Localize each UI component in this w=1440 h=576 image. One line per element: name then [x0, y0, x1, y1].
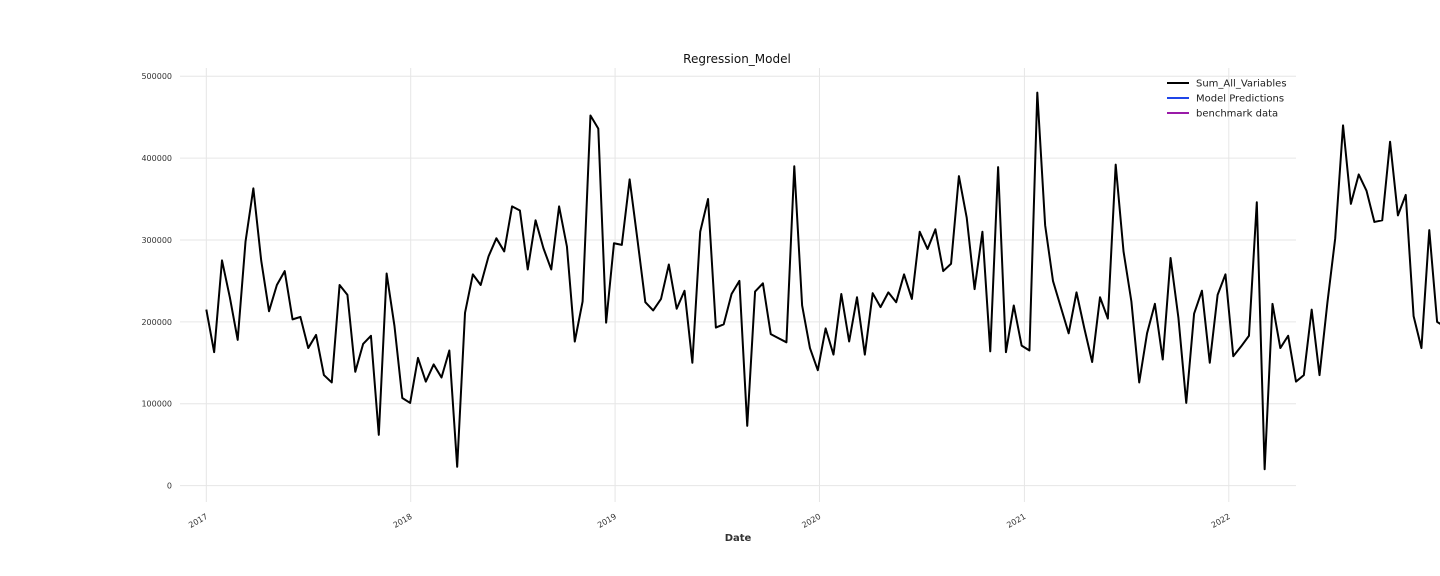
- y-tick-label: 300000: [141, 236, 172, 245]
- y-tick-label: 0: [167, 482, 172, 491]
- legend-label: Sum_All_Variables: [1196, 79, 1287, 90]
- y-tick-label: 500000: [141, 72, 172, 81]
- series-lines: [205, 91, 1440, 471]
- x-tick-label: 2020: [800, 512, 822, 530]
- x-axis: 2017 2018 2019 2020 2021 2022: [187, 512, 1232, 530]
- x-tick-label: 2022: [1210, 512, 1232, 530]
- x-axis-title: Date: [725, 533, 752, 544]
- legend-label: benchmark data: [1196, 109, 1278, 120]
- x-tick-label: 2019: [596, 512, 618, 530]
- y-tick-label: 400000: [141, 154, 172, 163]
- grid: [180, 68, 1296, 502]
- y-axis: 0 100000 200000 300000 400000 500000: [141, 72, 172, 490]
- legend-label: Model Predictions: [1196, 94, 1284, 105]
- chart-title: Regression_Model: [683, 52, 791, 66]
- x-tick-label: 2018: [392, 512, 414, 530]
- y-tick-label: 200000: [141, 318, 172, 327]
- y-tick-label: 100000: [141, 400, 172, 409]
- series-line-sum-all-variables: [205, 91, 1440, 471]
- x-tick-label: 2021: [1005, 512, 1027, 530]
- legend: Sum_All_Variables Model Predictions benchm…: [1167, 79, 1287, 120]
- x-tick-label: 2017: [187, 512, 209, 530]
